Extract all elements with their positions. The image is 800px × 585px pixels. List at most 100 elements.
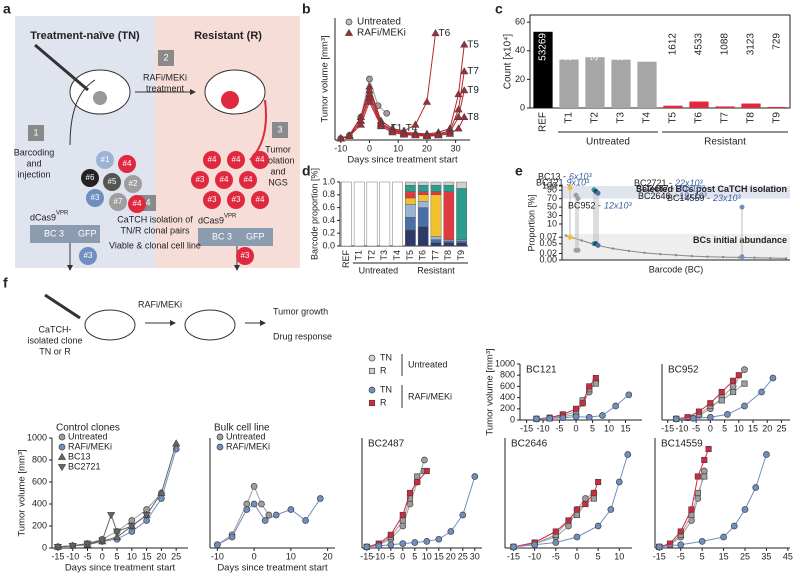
y-tick-label: 0.6 [322,202,335,212]
marker [531,541,538,549]
initial-point [595,242,601,248]
clone-label: #4 [232,155,241,164]
clone-label: #4 [133,199,142,208]
marker [422,131,432,140]
y-tick-label: 90 [547,185,557,195]
drug-label: RAFi/MEKi [138,299,182,309]
x-tick-label: T9 [456,250,466,261]
marker [460,86,469,94]
marker [98,537,107,545]
y-tick-label: 0.05 [539,238,557,248]
marker [399,130,409,138]
legend-label: TN [380,384,392,394]
marker [460,40,469,48]
dna [198,228,273,246]
legend-label: TN [380,352,392,362]
clone [239,171,257,189]
vpr-label: VPR [56,211,69,217]
x-tick-label: T7 [720,112,731,124]
bc-count: 19x10³ [679,192,708,202]
curve-point [769,256,772,260]
x-axis-label: Barcode (BC) [649,264,704,274]
bar [663,105,683,108]
bc-name: BC121 [536,178,564,188]
y-tick-label: 10 [547,218,557,228]
y-tick-label: 0.02 [539,248,557,258]
bar-segment [443,181,455,186]
y-axis-label: Barcode proportion [%] [309,168,319,260]
marker [701,456,708,464]
x-tick-label: 10 [393,143,403,153]
marker [594,522,602,530]
bar-segment [456,181,467,189]
y-axis-label: Tumor volume [mm³] [485,348,496,435]
bc-name: BC2646 - [638,192,676,202]
step-text: CaTCH isolation of [117,214,193,224]
value-label: 1612 [668,33,679,56]
x-tick-label: 20 [156,551,166,561]
mouse [204,69,266,115]
bar-segment [430,239,442,244]
clone-label: #3 [196,175,205,184]
y-axis-label: Proportion [%] [526,194,536,251]
bar-segment [405,184,416,192]
clone-label: #4 [208,155,217,164]
clone [109,193,127,211]
chart-title: Control clones [56,423,120,434]
y-tick-label: 0.4 [322,215,335,225]
chart-title: BC2646 [511,439,548,450]
marker [730,522,738,530]
marker [718,388,725,396]
x-tick-label: T5 [668,112,679,124]
x-tick-label: 15 [748,423,758,433]
step-text: Barcoding [14,147,55,157]
bar [611,59,631,108]
x-tick-label: 25 [458,551,468,561]
bar-segment [443,191,455,240]
bar-segment [430,242,442,247]
step-text: Tumor [265,144,291,154]
marker [625,391,633,399]
y-tick-label: 0.07 [539,232,557,242]
marker [677,541,685,549]
marker [573,511,581,519]
y-tick-label: 60 [515,17,525,27]
marker [302,517,309,524]
marker [590,489,597,497]
curve-point [564,234,568,237]
marker [356,120,365,128]
marker [345,131,354,140]
clone [81,169,99,187]
step-number: 2 [163,52,168,62]
x-tick-label: 0 [574,423,579,433]
curve-point [659,252,662,256]
marker [107,512,116,520]
bar-segment [430,184,442,192]
x-tick-label: REF [341,249,351,268]
marker [615,478,623,486]
marker [261,517,269,524]
dcas-label: dCas9 [198,215,224,225]
legend-marker [344,28,354,36]
step-box [158,50,174,66]
marker [172,439,181,447]
legend-label: Untreated [68,431,108,441]
step-box [272,122,288,138]
legend-label: R [380,365,387,375]
bc-count: 20x10³ [676,184,706,194]
y-tick-label: 70 [547,193,557,203]
bc-label: BC14559 -23x10³ [667,193,742,203]
legend-label: RAFi/MEKi [408,391,452,401]
bar [767,106,787,108]
x-tick-label: 5 [412,551,417,561]
x-tick-label: T4 [392,250,402,261]
clone [191,171,209,189]
marker [157,488,166,496]
group-label: Resistant [417,265,455,275]
panel-letter: b [302,1,311,17]
x-tick-label: 5 [700,551,705,561]
marker [607,506,615,513]
bc-label: BC 3 [212,231,232,241]
bar [637,61,657,108]
bc-name: BC2487 - [636,184,674,194]
